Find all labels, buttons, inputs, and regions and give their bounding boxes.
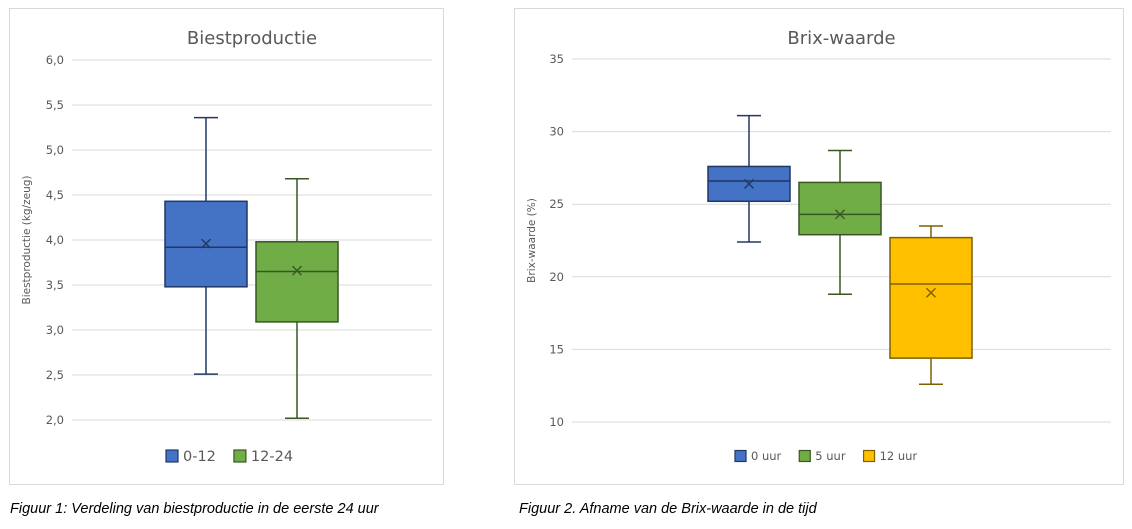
- legend-label: 5 uur: [815, 449, 846, 463]
- chart-title: Biestproductie: [187, 28, 317, 49]
- y-tick-label: 15: [549, 342, 564, 356]
- figure-1-caption: Figuur 1: Verdeling van biestproductie i…: [10, 501, 379, 517]
- legend-swatch: [798, 449, 811, 463]
- y-tick-label: 10: [549, 415, 564, 429]
- legend-label: 12 uur: [880, 449, 918, 463]
- y-tick-label: 4,5: [46, 188, 64, 202]
- legend-label: 12-24: [251, 449, 293, 465]
- legend-swatch: [233, 449, 247, 463]
- legend-label: 0 uur: [751, 449, 782, 463]
- legend-swatch: [734, 449, 747, 463]
- y-tick-label: 30: [549, 125, 564, 139]
- y-tick-label: 20: [549, 270, 564, 284]
- y-tick-label: 2,5: [46, 368, 64, 382]
- box-5-uur: [798, 181, 882, 236]
- legend-swatch: [165, 449, 179, 463]
- box-12-24: [255, 241, 339, 323]
- y-tick-label: 5,0: [46, 143, 64, 157]
- y-tick-label: 25: [549, 197, 564, 211]
- y-tick-label: 35: [549, 52, 564, 66]
- legend-label: 0-12: [183, 449, 216, 465]
- chart-biestproductie: Biestproductie 2,0 2,5 3,0 3,5 4,0 4,5 5,0 5,5 6,…: [21, 28, 432, 465]
- mean-marker: [835, 209, 845, 220]
- y-tick-label: 6,0: [46, 53, 64, 67]
- y-tick-label: 3,0: [46, 323, 64, 337]
- y-tick-label: 3,5: [46, 278, 64, 292]
- chart-title: Brix-waarde: [787, 28, 895, 49]
- y-axis-label: Brix-waarde (%): [526, 198, 538, 283]
- y-tick-label: 4,0: [46, 233, 64, 247]
- mean-marker: [926, 287, 936, 298]
- chart-brix-waarde: Brix-waarde 10 15 20 25 30 35 Brix-waarde (%) 0 …: [526, 28, 1111, 463]
- legend-swatch: [862, 449, 876, 463]
- y-tick-label: 5,5: [46, 98, 64, 112]
- mean-marker: [201, 238, 211, 249]
- y-tick-label: 2,0: [46, 413, 64, 427]
- chart-panel-biestproductie: Biestproductie 2,0 2,5 3,0 3,5 4,0 4,5 5,0 5,5 6,…: [9, 8, 444, 485]
- box-12-uur: [889, 236, 973, 359]
- mean-marker: [292, 265, 302, 276]
- chart-panel-brix-waarde: Brix-waarde 10 15 20 25 30 35 Brix-waarde (%) 0 …: [514, 8, 1124, 485]
- mean-marker: [744, 178, 754, 189]
- y-axis-label: Biestproductie (kg/zeug): [21, 175, 33, 304]
- figure-2-caption: Figuur 2. Afname van de Brix-waarde in d…: [519, 501, 817, 517]
